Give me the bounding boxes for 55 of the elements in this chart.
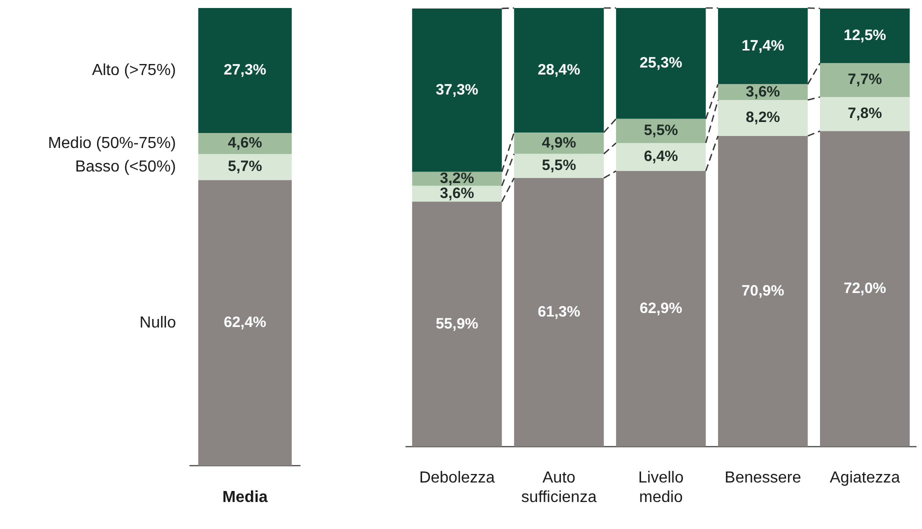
x-tick-label: Livello medio [638,470,684,506]
bar [820,96,910,132]
x-tick-label: Benessere [724,470,802,487]
data-label: 62,9% [640,300,682,317]
data-label: 3,2% [440,170,474,188]
data-label: 17,4% [742,37,784,54]
bar [718,136,808,447]
data-label: 3,6% [440,184,474,202]
data-label: 72,0% [844,280,886,297]
bar [820,8,910,64]
bar [616,142,706,171]
data-label: 25,3% [640,54,682,72]
bar [820,131,910,447]
data-label: 62,4% [224,314,266,332]
x-tick-label: Media [222,488,268,506]
data-label: 61,3% [538,303,580,320]
bar [616,8,706,119]
data-label: 3,6% [746,83,780,100]
bar [718,100,808,136]
data-label: 28,4% [538,61,580,78]
data-label: 6,4% [644,148,678,166]
bar [616,170,706,447]
data-label: 5,7% [228,158,262,176]
bar [820,63,910,97]
series-label: Nullo [140,314,176,332]
data-label: 55,9% [436,315,478,332]
bar [198,132,292,154]
data-label: 8,2% [746,109,780,126]
bar [514,178,604,447]
data-label: 4,9% [542,134,576,152]
x-tick-label: Auto sufficienza [521,470,597,506]
series-label: Alto (>75%) [92,62,176,79]
data-label: 70,9% [742,282,784,300]
series-label: Basso (<50%) [75,158,176,176]
series-label: Medio (50%-75%) [48,134,176,152]
bar [616,118,706,143]
data-label: 7,8% [848,105,882,122]
bar [514,154,604,178]
bar [412,202,502,447]
bar [718,8,808,84]
data-label: 4,6% [228,134,262,152]
data-label: 12,5% [844,26,886,44]
bar [198,154,292,180]
bar [198,180,292,466]
data-label: 37,3% [436,81,478,98]
bar [412,8,502,172]
data-label: 5,5% [542,157,576,174]
bar [514,8,604,132]
data-label: 5,5% [644,122,678,140]
x-tick-label: Debolezza [419,470,495,487]
data-label: 7,7% [848,71,882,88]
data-label: 27,3% [224,62,266,79]
bar [198,8,292,133]
bar [514,132,604,154]
x-tick-label: Agiatezza [830,470,900,487]
